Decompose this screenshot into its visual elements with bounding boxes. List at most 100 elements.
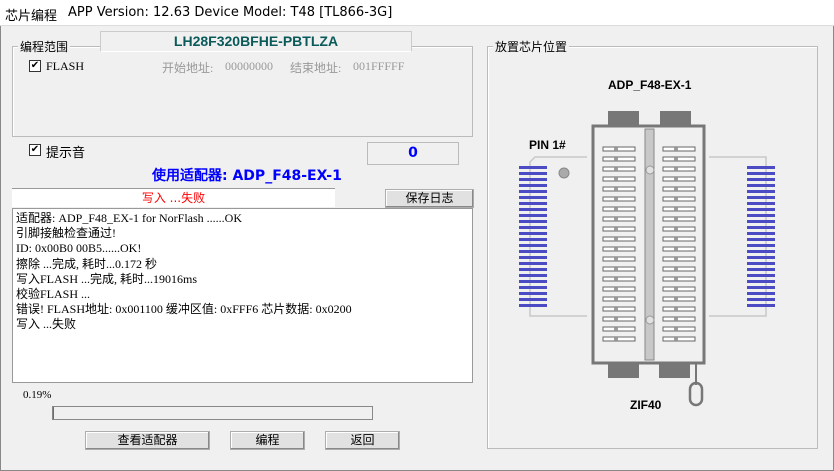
socket-rail [644,128,655,361]
socket-pin-slot [602,236,636,242]
chip-pin-right [747,286,775,289]
chip-pin-left [519,172,547,175]
socket-pin-slot [602,306,636,312]
chip-pin-right [747,172,775,175]
socket-pin-slot [602,276,636,282]
chip-pin-right [747,238,775,241]
socket-pin-contact [614,147,618,151]
socket-pin-contact [674,187,678,191]
chip-pin-right [747,190,775,193]
chip-pin-left [519,184,547,187]
chip-pin-left [519,196,547,199]
socket-pin-slot [602,176,636,182]
socket-pin-slot [662,216,696,222]
chip-pin-right [747,304,775,307]
socket-pin-slot [602,336,636,342]
chip-pin-left [519,178,547,181]
socket-pin-contact [674,247,678,251]
socket-pin-contact [674,337,678,341]
status-field: 写入 ...失败 [12,188,335,207]
beep-checkbox[interactable]: ✔ [29,144,41,156]
socket-pin-slot [602,316,636,322]
start-address-label: 开始地址: [162,61,214,75]
socket-pin-contact [674,227,678,231]
chip-outline-left [529,156,587,317]
socket-pin-slot [662,316,696,322]
chip-pin-left [519,202,547,205]
socket-pin-slot [602,256,636,262]
socket-pin-slot [662,296,696,302]
socket-pin-contact [614,317,618,321]
socket-pin-contact [614,177,618,181]
chip-pin-right [747,202,775,205]
socket-pin-slot [602,166,636,172]
log-box[interactable]: 适配器: ADP_F48_EX-1 for NorFlash ......OK 引… [12,208,473,383]
socket-tab [608,362,639,378]
progress-fill [53,407,54,419]
flash-label: FLASH [46,59,85,73]
chip-pin-right [747,292,775,295]
log-line: 写入FLASH ...完成, 耗时...19016ms [16,271,198,286]
window-title: 芯片编程 [5,9,58,24]
socket-pin-contact [614,327,618,331]
socket-pin-contact [674,307,678,311]
beep-label: 提示音 [46,146,86,161]
socket-pin-contact [674,267,678,271]
socket-pin-slot [662,206,696,212]
socket-pin-contact [614,337,618,341]
chip-pin-right [747,250,775,253]
socket-pin-slot [662,246,696,252]
chip-pin-left [519,268,547,271]
socket-pin-slot [602,296,636,302]
socket-pin-slot [662,276,696,282]
progress-text: 0.19% [23,389,52,401]
pin1-label: PIN 1# [529,138,566,152]
chip-pin-left [519,256,547,259]
flash-checkbox[interactable]: ✔ [29,60,41,72]
chip-pin-right [747,226,775,229]
socket-pin-slot [662,266,696,272]
socket-pin-contact [614,237,618,241]
placement-label: 放置芯片位置 [493,38,570,55]
socket-tab [659,362,690,378]
counter: 0 [367,142,459,165]
chip-pin-left [519,208,547,211]
program-button[interactable]: 编程 [230,431,305,450]
socket-pin-contact [614,167,618,171]
socket-pin-slot [602,286,636,292]
socket-label: ZIF40 [630,398,662,412]
end-address-label: 结束地址: [290,61,342,75]
socket-pin-contact [674,217,678,221]
chip-pin-left [519,250,547,253]
socket-pin-slot [602,146,636,152]
lever-handle [688,381,704,407]
back-button[interactable]: 返回 [325,431,400,450]
log-line: 写入 ...失败 [16,317,77,332]
socket-pin-contact [674,177,678,181]
chip-pin-right [747,244,775,247]
chip-pin-left [519,286,547,289]
socket-pin-slot [602,246,636,252]
chip-pin-right [747,268,775,271]
chip-pin-right [747,220,775,223]
socket-pin-contact [674,317,678,321]
socket-pin-slot [662,196,696,202]
chip-outline-right [709,156,767,317]
socket-pin-contact [614,227,618,231]
pin1-dot [558,167,570,179]
socket-pin-contact [674,237,678,241]
chip-pin-left [519,238,547,241]
socket-pin-slot [662,286,696,292]
socket-pin-slot [602,266,636,272]
socket-pin-slot [662,186,696,192]
chip-pin-right [747,274,775,277]
save-log-button[interactable]: 保存日志 [385,189,474,208]
log-line: 引脚接触检查通过! [16,226,116,241]
chip-pin-right [747,298,775,301]
adapter-name: ADP_F48-EX-1 [608,78,692,92]
chip-pin-left [519,274,547,277]
chip-pin-right [747,208,775,211]
chip-pin-right [747,256,775,259]
socket-pin-slot [602,206,636,212]
view-adapter-button[interactable]: 查看适配器 [85,431,210,450]
